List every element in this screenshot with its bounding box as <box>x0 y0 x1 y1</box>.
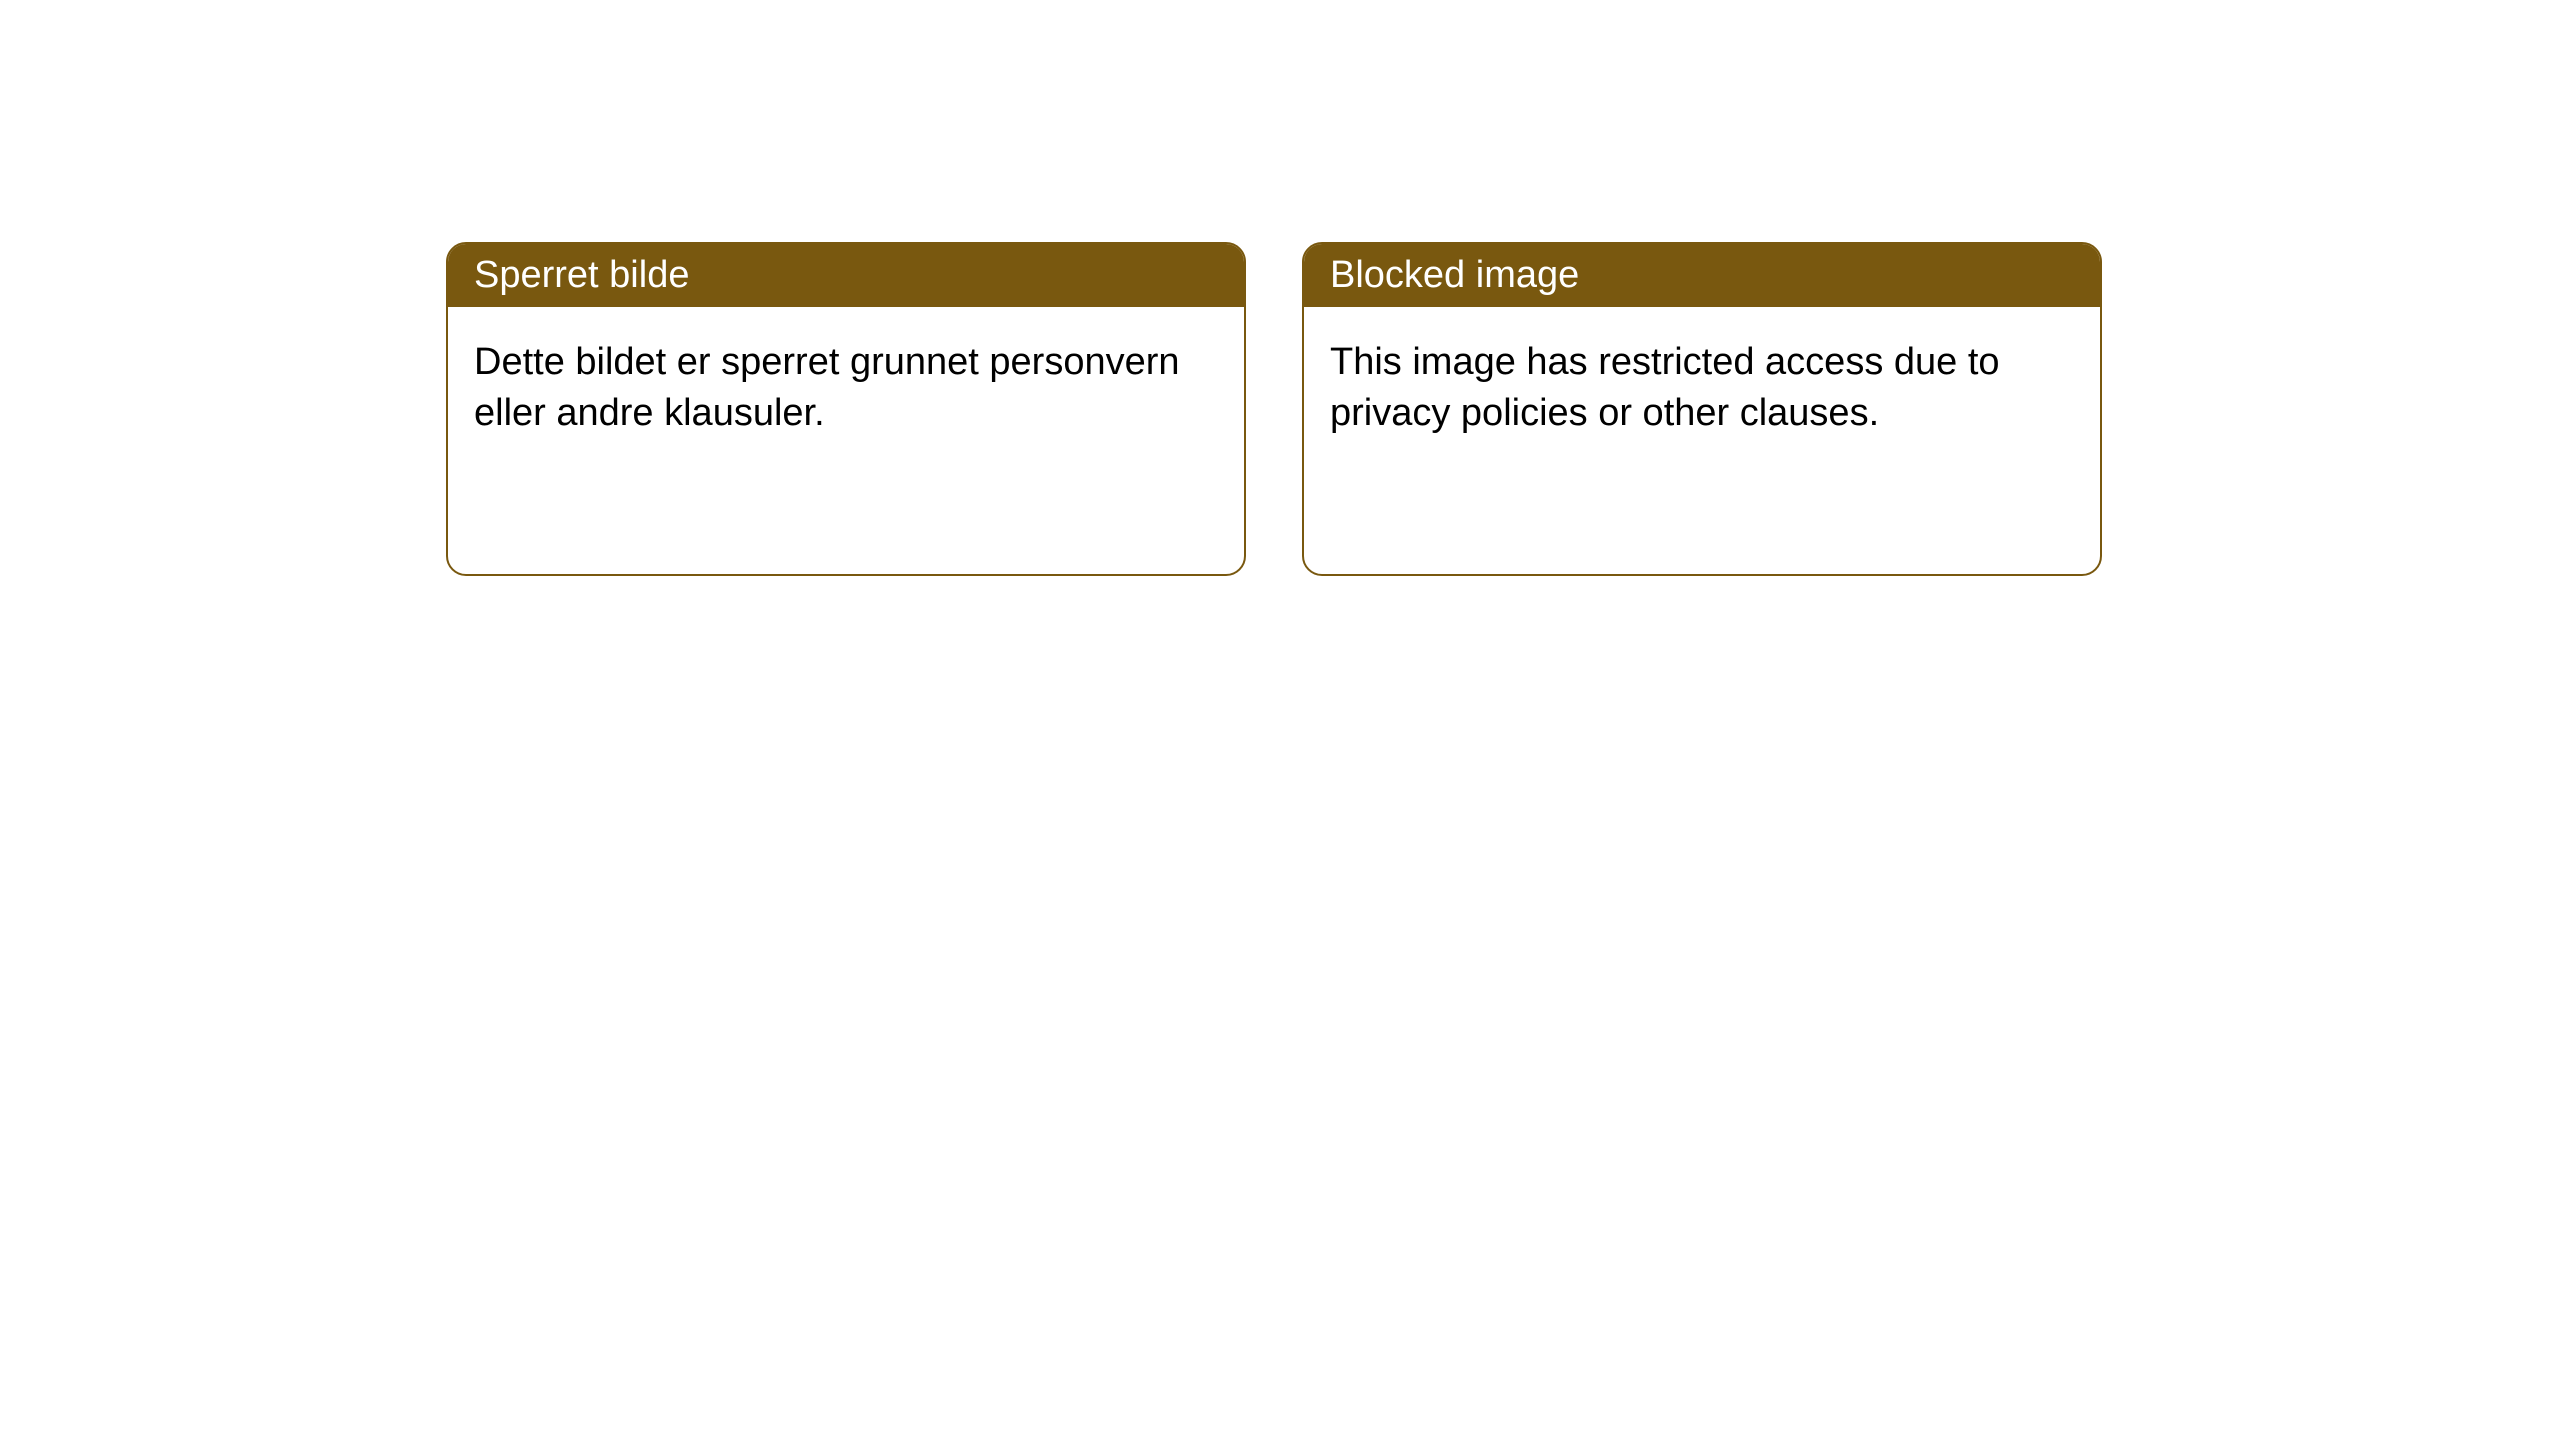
notice-card-english: Blocked image This image has restricted … <box>1302 242 2102 576</box>
notice-cards-container: Sperret bilde Dette bildet er sperret gr… <box>0 0 2560 576</box>
card-header: Sperret bilde <box>448 244 1244 307</box>
card-title: Blocked image <box>1330 254 1579 296</box>
card-title: Sperret bilde <box>474 254 689 296</box>
notice-card-norwegian: Sperret bilde Dette bildet er sperret gr… <box>446 242 1246 576</box>
card-body-text: This image has restricted access due to … <box>1330 341 2000 434</box>
card-body-text: Dette bildet er sperret grunnet personve… <box>474 341 1180 434</box>
card-body: This image has restricted access due to … <box>1304 307 2100 470</box>
card-body: Dette bildet er sperret grunnet personve… <box>448 307 1244 470</box>
card-header: Blocked image <box>1304 244 2100 307</box>
